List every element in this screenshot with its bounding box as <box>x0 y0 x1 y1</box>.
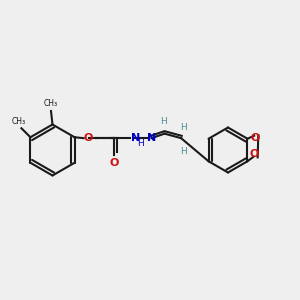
Text: CH₃: CH₃ <box>44 99 58 108</box>
Text: H: H <box>180 147 187 155</box>
Text: N: N <box>131 133 140 143</box>
Text: H: H <box>180 122 187 131</box>
Text: CH₃: CH₃ <box>11 117 26 126</box>
Text: H: H <box>137 139 144 148</box>
Text: O: O <box>110 158 119 168</box>
Text: N: N <box>147 133 156 142</box>
Text: O: O <box>250 149 260 159</box>
Text: H: H <box>160 117 167 126</box>
Text: O: O <box>250 133 260 143</box>
Text: O: O <box>84 133 93 142</box>
